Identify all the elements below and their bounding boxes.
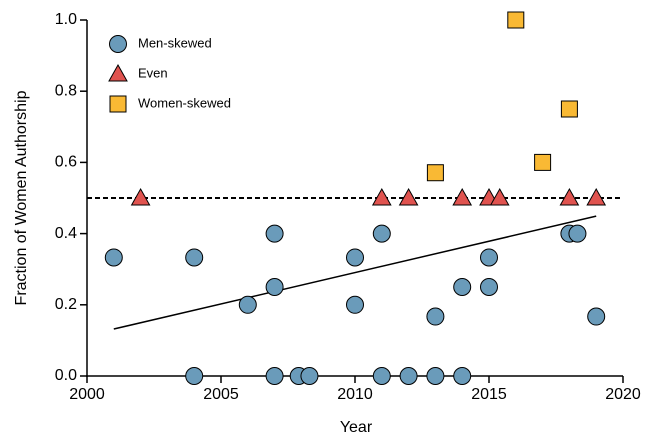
point [346, 248, 364, 267]
y-tick-label: 0.8 [55, 82, 77, 99]
point [300, 367, 319, 385]
point [560, 100, 578, 118]
point [489, 187, 510, 206]
y-tick-label: 0.6 [55, 154, 77, 171]
point [426, 307, 445, 326]
point [559, 187, 580, 206]
point [453, 367, 472, 385]
point [452, 187, 473, 206]
point [265, 278, 284, 296]
y-tick-label: 0.0 [55, 367, 77, 384]
y-axis-title: Fraction of Women Authorship [13, 90, 30, 305]
legend-marker [109, 35, 127, 53]
point [238, 295, 257, 314]
legend-label: Men-skewed [138, 35, 212, 50]
y-tick-label: 1.0 [55, 11, 77, 28]
x-tick-label: 2000 [69, 386, 105, 403]
x-tick-label: 2005 [203, 386, 239, 403]
point [453, 278, 472, 296]
point [480, 278, 498, 296]
legend-label: Even [138, 65, 168, 80]
point [104, 248, 123, 267]
point [586, 187, 607, 206]
point [372, 367, 391, 385]
y-tick-label: 0.2 [55, 296, 77, 313]
x-tick-label: 2010 [337, 386, 373, 403]
point [399, 367, 418, 385]
legend-marker [108, 63, 128, 82]
point [265, 367, 284, 385]
point [346, 295, 364, 314]
point [398, 187, 419, 206]
trend-line [113, 215, 597, 330]
point [185, 367, 204, 385]
point [371, 187, 392, 206]
legend-marker [109, 95, 127, 113]
point [587, 307, 606, 326]
x-tick-label: 2020 [605, 386, 641, 403]
point [426, 164, 444, 182]
point [372, 224, 391, 243]
point [426, 367, 445, 385]
legend-label: Women-skewed [138, 95, 231, 110]
point [507, 11, 525, 29]
point [265, 224, 284, 243]
point [568, 224, 587, 243]
x-axis-title: Year [340, 419, 373, 436]
y-tick-label: 0.4 [55, 225, 77, 242]
point [185, 248, 204, 267]
point [130, 187, 151, 206]
point [534, 153, 552, 171]
point [480, 248, 498, 267]
x-tick-label: 2015 [471, 386, 507, 403]
